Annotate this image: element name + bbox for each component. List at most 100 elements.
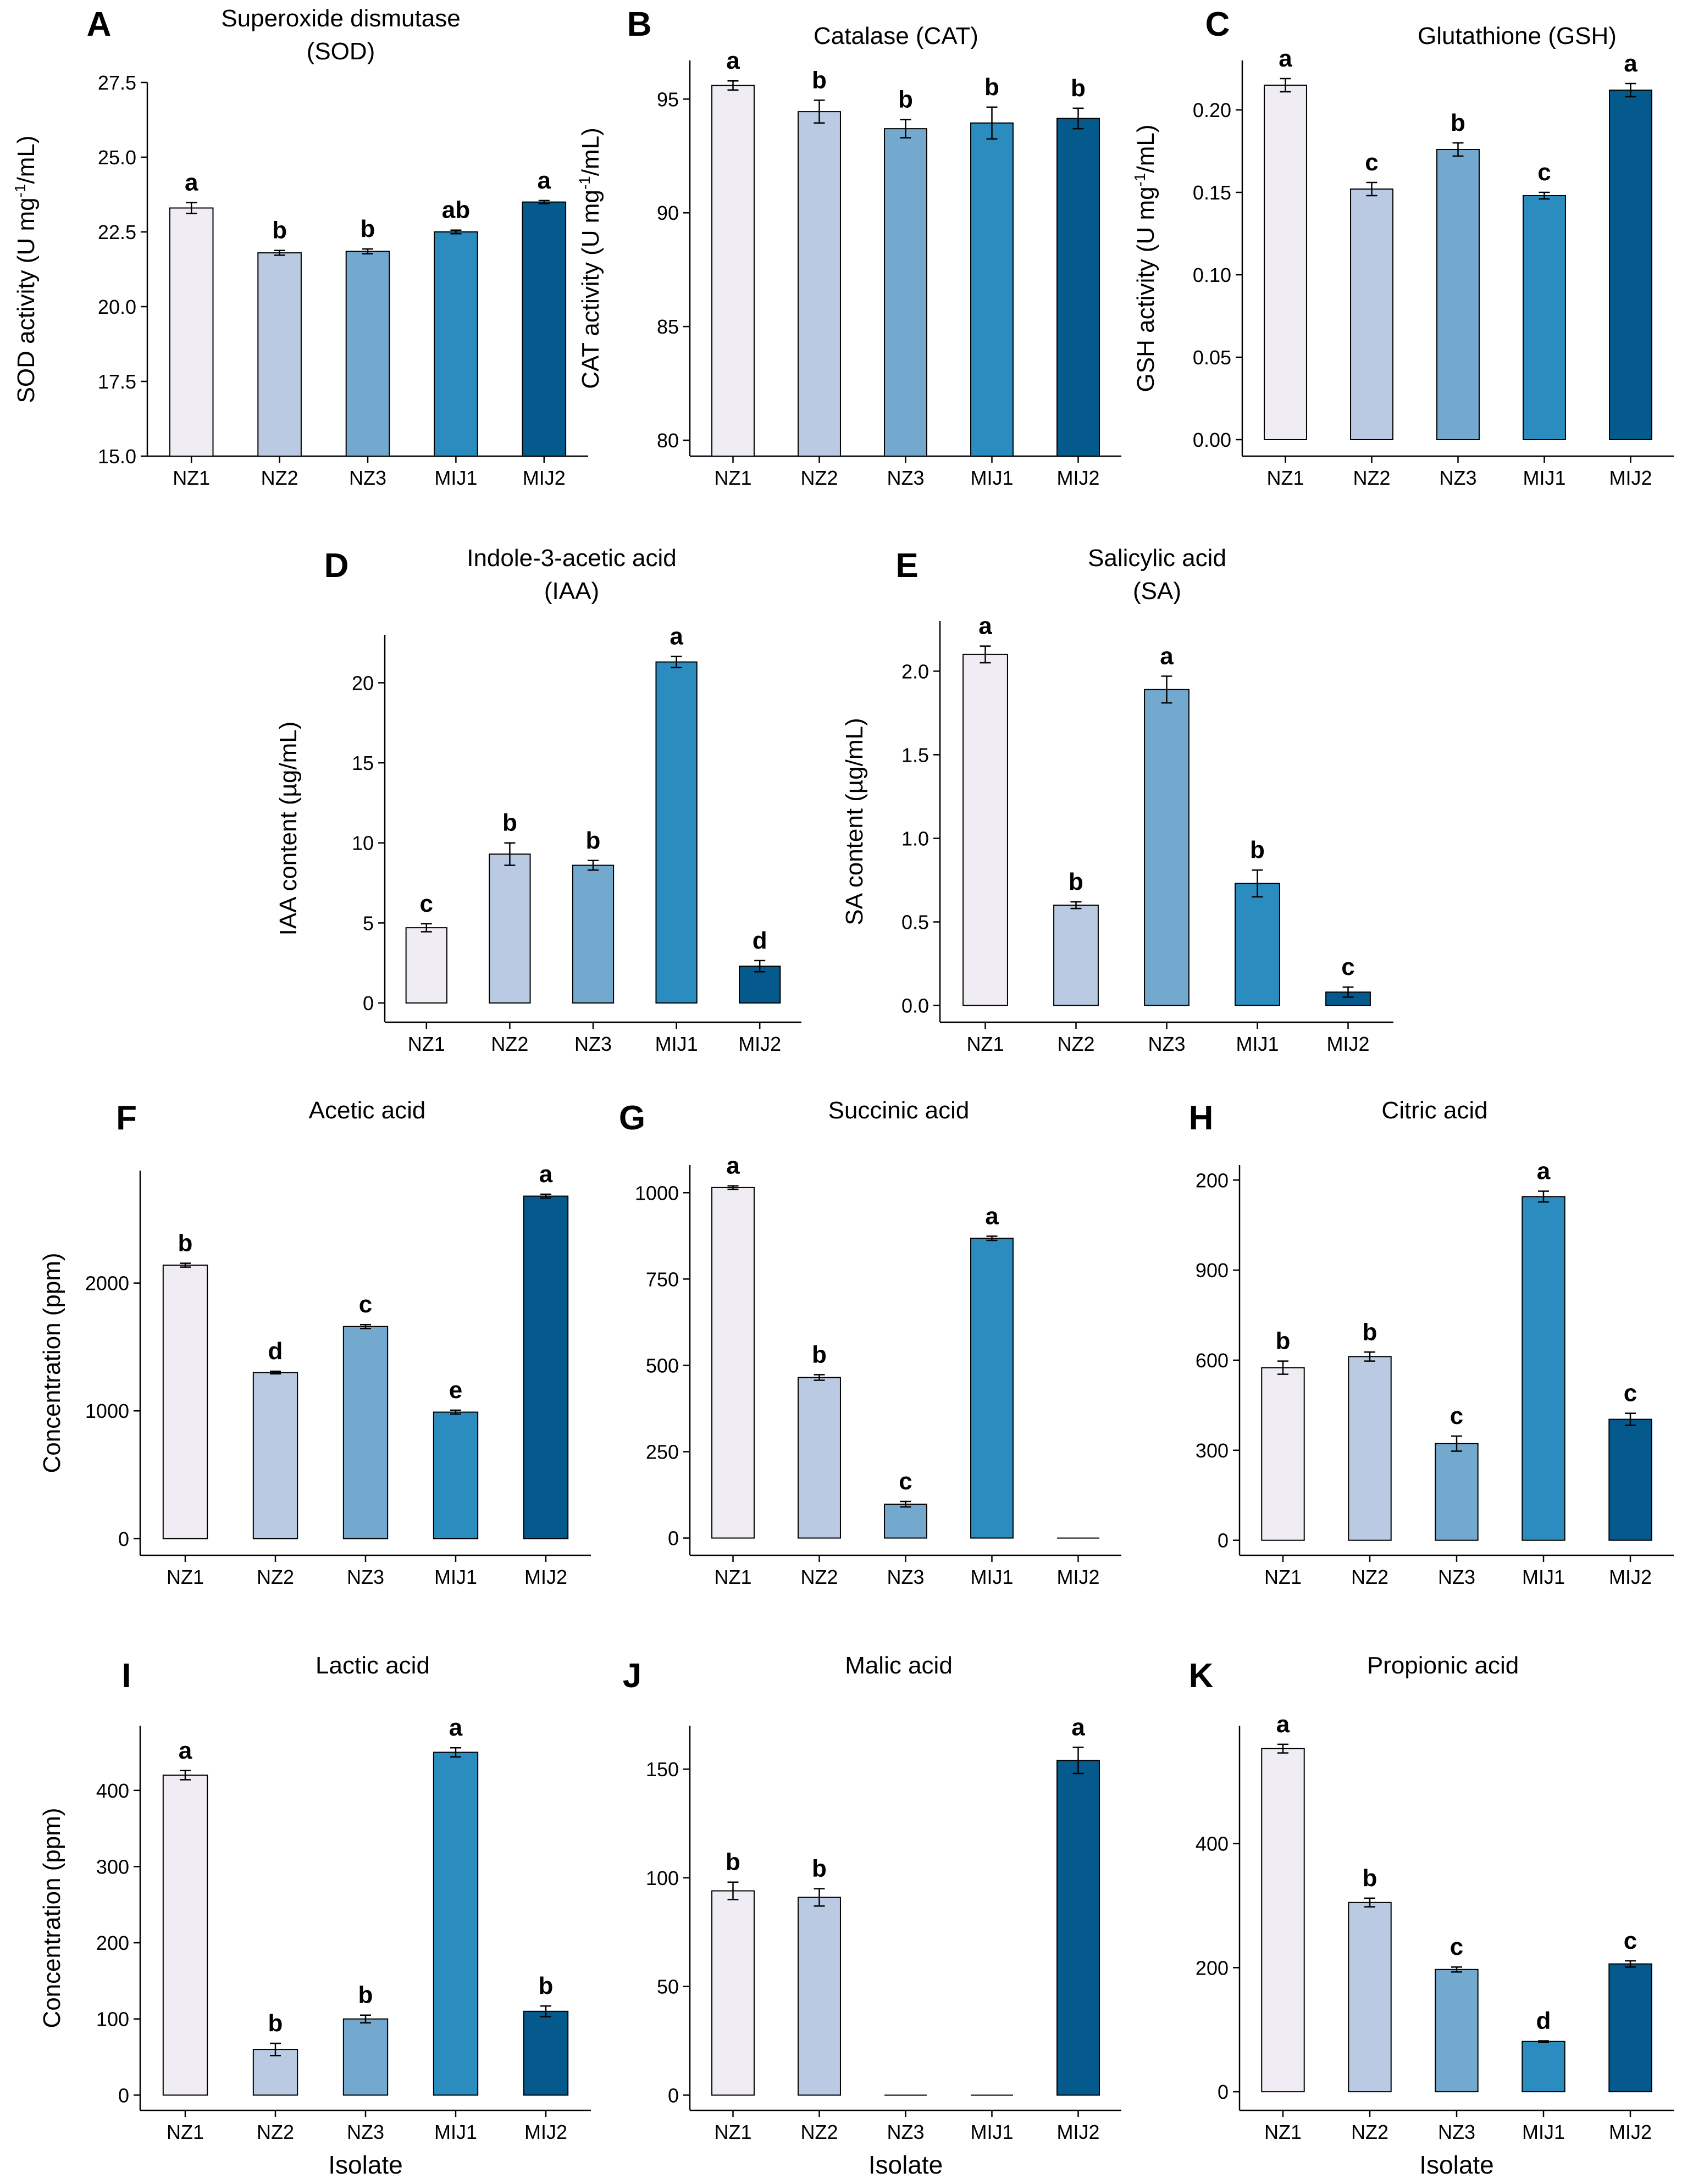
y-tick-label: 90 [657,202,679,224]
panel-letter: C [1205,5,1230,43]
significance-letter: b [1071,75,1086,102]
x-tick-label: MIJ1 [970,1566,1013,1588]
y-axis-label-part: CAT activity (U mg [577,190,604,389]
x-tick-label: NZ3 [887,2121,924,2143]
y-tick-label: 27.5 [98,71,136,94]
x-tick-label: NZ1 [1266,467,1304,489]
y-tick-label: 0.5 [901,911,929,934]
bar-MIJ2 [523,1195,569,1539]
significance-letter: b [1276,1328,1291,1355]
bar-NZ2 [798,111,841,457]
chart-panel-F: 0 1000 2000 NZ1 b NZ2 d NZ3 c MIJ1 e MIJ2 a F Acetic a… [38,1097,591,1588]
y-axis-label-part: /mL) [577,128,604,176]
significance-letter: b [1363,1318,1377,1345]
chart-title: (SOD) [307,38,375,65]
x-tick-label: NZ2 [1353,467,1390,489]
x-tick-label: NZ1 [1264,2121,1302,2143]
x-tick-label: MIJ1 [1522,1566,1565,1588]
x-axis-title: Isolate [868,2150,943,2179]
panel-letter: B [627,5,652,43]
significance-letter: a [978,613,992,640]
y-axis-label: CAT activity (U mg-1/mL) [576,128,604,389]
y-axis-label: Concentration (ppm) [38,1252,65,1473]
y-tick-label: 0 [118,1528,129,1550]
significance-letter: b [358,1982,373,2009]
x-tick-label: NZ1 [167,1566,204,1588]
x-tick-label: NZ2 [257,2121,294,2143]
y-tick-label: 5 [363,912,374,934]
y-tick-label: 900 [1196,1259,1229,1282]
x-tick-label: NZ1 [714,467,751,489]
bar-NZ2 [1348,1356,1392,1541]
chart-panel-K: 0 200 400 NZ1 a NZ2 b NZ3 c MIJ1 d MIJ2 c K Propionic … [1189,1652,1674,2179]
bar-MIJ1 [433,1751,479,2096]
bar-MIJ1 [1523,195,1566,440]
significance-letter: c [420,890,433,917]
y-axis-label: SA content (µg/mL) [841,718,868,925]
significance-letter: b [1069,868,1083,895]
chart-panel-J: 0 50 100 150 NZ1 b NZ2 b NZ3 MIJ1 MIJ2 a J Malic acid… [623,1652,1121,2179]
significance-letter: b [984,74,999,101]
significance-letter: c [1624,1927,1637,1954]
significance-letter: c [1365,149,1378,176]
bar-MIJ1 [434,231,478,457]
panel-letter: J [623,1657,641,1695]
y-tick-label: 600 [1196,1349,1229,1372]
bar-NZ3 [1435,1969,1479,2093]
chart-title: Indole-3-acetic acid [467,545,677,572]
x-tick-label: NZ2 [257,1566,294,1588]
x-tick-label: MIJ2 [1609,2121,1652,2143]
significance-letter: a [985,1202,999,1229]
y-axis-label: GSH activity (U mg-1/mL) [1131,125,1159,392]
y-tick-label: 1.0 [901,827,929,850]
bar-MIJ1 [1522,2041,1565,2093]
significance-letter: a [726,1152,740,1179]
bar-NZ2 [1350,189,1393,440]
bar-NZ2 [257,252,302,457]
bar-NZ1 [711,1890,755,2096]
y-tick-label: 0.0 [901,995,929,1017]
x-tick-label: MIJ1 [655,1033,698,1055]
y-tick-label: 15 [352,752,374,774]
x-tick-label: NZ1 [714,2121,751,2143]
panel-letter: I [121,1657,131,1695]
significance-letter: a [1279,45,1292,72]
panel-letter: F [116,1099,137,1137]
x-tick-label: MIJ1 [1522,2121,1565,2143]
y-tick-label: 0.15 [1193,181,1231,204]
y-tick-label: 200 [1196,1956,1229,1979]
significance-letter: b [268,2010,283,2037]
significance-letter: b [726,1849,740,1876]
chart-title: Acetic acid [309,1097,426,1124]
y-axis-label-part: IAA content (µg/mL) [275,722,302,936]
significance-letter: b [272,217,287,244]
y-axis-label-part: SOD activity (U mg [13,197,40,403]
significance-letter: d [753,927,767,954]
bar-NZ1 [162,1265,208,1539]
panel-letter: K [1189,1657,1214,1695]
y-tick-label: 0.05 [1193,346,1231,369]
bar-MIJ1 [655,661,698,1004]
y-axis-label: Concentration (ppm) [38,1808,65,2028]
bar-NZ2 [1348,1902,1392,2093]
x-tick-label: NZ3 [1148,1033,1185,1055]
significance-letter: a [670,623,683,650]
y-axis-label-superscript: -1 [12,184,29,198]
y-axis-label-superscript: -1 [1131,173,1148,187]
panel-letter: G [619,1099,645,1137]
x-tick-label: NZ2 [800,2121,838,2143]
y-tick-label: 85 [657,315,679,338]
x-tick-label: NZ1 [966,1033,1004,1055]
chart-panel-D: 0 5 10 15 20 NZ1 c NZ2 b NZ3 b MIJ1 a MIJ2 d D Indole-3-… [275,545,801,1055]
bar-MIJ1 [1522,1196,1565,1541]
y-tick-label: 100 [96,2008,129,2031]
bar-NZ3 [342,2018,389,2096]
x-tick-label: NZ3 [887,467,924,489]
x-tick-label: NZ2 [261,467,298,489]
bar-NZ3 [342,1326,389,1539]
significance-letter: b [361,215,375,242]
x-tick-label: MIJ2 [524,2121,567,2143]
chart-title: (SA) [1133,578,1181,605]
chart-panel-C: 0.00 0.05 0.10 0.15 0.20 NZ1 a NZ2 c NZ3 b MIJ1 c MIJ… [1131,5,1674,489]
